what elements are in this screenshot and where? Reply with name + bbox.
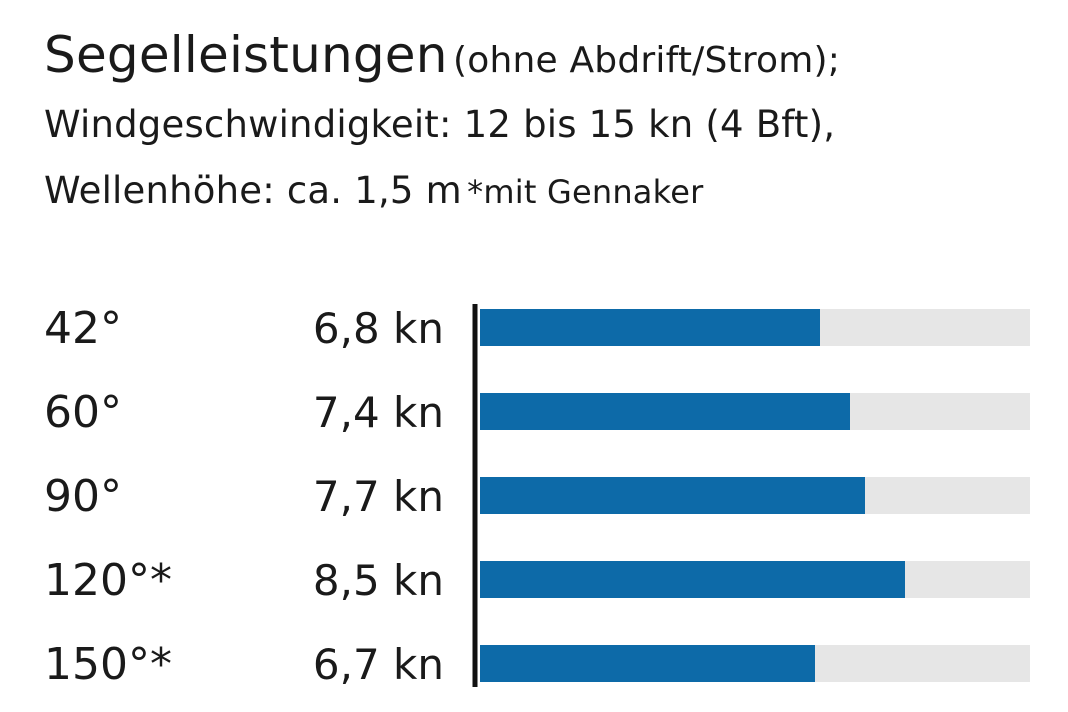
category-label: 120°*: [44, 555, 172, 606]
category-label: 60°: [44, 387, 122, 438]
value-label: 7,7 kn: [313, 472, 444, 521]
bar: [480, 645, 815, 682]
category-label: 90°: [44, 471, 122, 522]
wind-speed-line: Windgeschwindigkeit: 12 bis 15 kn (4 Bft…: [44, 103, 836, 146]
title-line-3: Wellenhöhe: ca. 1,5 m *mit Gennaker: [44, 172, 703, 209]
bar: [480, 309, 820, 346]
chart-title: Segelleistungen: [44, 26, 448, 84]
value-label: 6,7 kn: [313, 640, 444, 689]
category-label: 150°*: [44, 639, 172, 690]
bar: [480, 561, 905, 598]
chart-title-suffix: (ohne Abdrift/Strom);: [452, 40, 841, 81]
wave-height-line: Wellenhöhe: ca. 1,5 m: [44, 169, 462, 212]
gennaker-note: *mit Gennaker: [467, 173, 704, 211]
value-label: 6,8 kn: [313, 304, 444, 353]
value-label: 8,5 kn: [313, 556, 444, 605]
bar: [480, 477, 865, 514]
category-label: 42°: [44, 303, 122, 354]
value-label: 7,4 kn: [313, 388, 444, 437]
bar: [480, 393, 850, 430]
title-line-1: Segelleistungen (ohne Abdrift/Strom);: [44, 30, 840, 80]
